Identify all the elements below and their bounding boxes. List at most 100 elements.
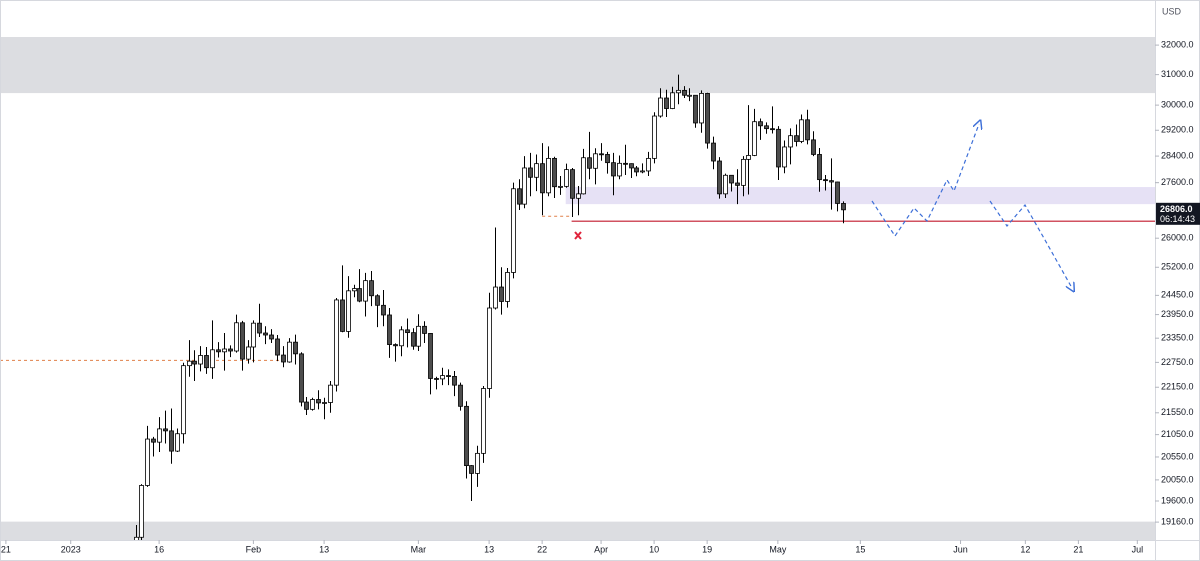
candle-body [540, 163, 545, 194]
x-tick-label: 13 [319, 544, 329, 554]
candle-body [234, 322, 239, 352]
candle-body [163, 428, 168, 432]
candle-body [711, 142, 716, 162]
y-tick-label: 29200.0 [1161, 125, 1194, 135]
axes: 32000.0 31000.0 30000.0 29200.0 28400.0 27600… [1, 39, 1200, 554]
candle-body [811, 139, 816, 155]
x-tick-label: Jul [1132, 544, 1144, 554]
candle-body [322, 402, 327, 404]
x-tick-label: 19 [702, 544, 712, 554]
candle-body [799, 119, 804, 142]
candle-body [758, 121, 763, 127]
candle-body [499, 286, 504, 302]
currency-label: USD [1162, 6, 1182, 16]
candle-body [240, 322, 245, 360]
x-tick-label: 22 [537, 544, 547, 554]
candle-body [705, 93, 710, 144]
candle-body [375, 295, 380, 306]
candle-body [181, 365, 186, 435]
candle-body [794, 135, 799, 142]
candle-body [576, 193, 581, 199]
candle-body [623, 162, 628, 165]
candle-body [835, 181, 840, 204]
candle-body [558, 185, 563, 188]
candle-body [428, 333, 433, 379]
candle-body [369, 280, 374, 297]
y-tick-label: 20050.0 [1161, 474, 1194, 484]
candle-body [216, 349, 221, 353]
x-tick-label: 15 [855, 544, 865, 554]
zone [565, 187, 1155, 205]
y-tick-label: 22750.0 [1161, 357, 1194, 367]
candle-body [605, 154, 610, 164]
last-price-label: 26806.0 [1160, 204, 1193, 214]
candle-body [458, 384, 463, 407]
x-tick-label: 16 [154, 544, 164, 554]
candle-body [192, 360, 197, 365]
x-tick-label: 2023 [61, 544, 81, 554]
candle-body [617, 162, 622, 177]
candle-body [528, 167, 533, 178]
candle-body [752, 121, 757, 156]
candle-body [422, 325, 427, 334]
candle-body [464, 405, 469, 467]
candle-body [570, 169, 575, 199]
y-tick-label: 21050.0 [1161, 429, 1194, 439]
candle-body [564, 169, 569, 187]
candle-body [145, 438, 150, 486]
candle-body [646, 157, 651, 172]
candle-body [723, 174, 728, 195]
candle-body [487, 307, 492, 389]
candle-body [210, 349, 215, 369]
candle-body [352, 288, 357, 292]
candle-body [357, 288, 362, 302]
candle-body [334, 299, 339, 386]
candle-body [228, 348, 233, 352]
y-tick-label: 30000.0 [1161, 99, 1194, 109]
candle-body [611, 162, 616, 177]
candle-body [387, 314, 392, 345]
y-tick-label: 23350.0 [1161, 333, 1194, 343]
x-tick-label: Mar [411, 544, 427, 554]
x-tick-label: Apr [594, 544, 608, 554]
candle-body [299, 353, 304, 403]
candle-body [593, 153, 598, 169]
candle-body [776, 128, 781, 168]
candle-body [687, 94, 692, 97]
candle-body [693, 94, 698, 124]
projection-path [871, 124, 979, 238]
y-tick-label: 19600.0 [1161, 495, 1194, 505]
candle-body [310, 399, 315, 410]
candle-body [346, 290, 351, 332]
candle-body [481, 388, 486, 454]
candle-body [275, 338, 280, 356]
candle-body [841, 203, 846, 211]
candle-body [676, 89, 681, 94]
candle-body [340, 299, 345, 332]
candle-body [746, 155, 751, 160]
candle-body [829, 180, 834, 183]
candle-body [729, 174, 734, 184]
candle-body [281, 354, 286, 363]
candle-body [587, 157, 592, 169]
candle-body [717, 160, 722, 195]
candle-body [469, 465, 474, 474]
candle-body [446, 375, 451, 377]
y-tick-label: 22150.0 [1161, 382, 1194, 392]
x-tick-label: 10 [649, 544, 659, 554]
candle-body [505, 272, 510, 302]
projection-path [989, 200, 1072, 288]
candle-body [263, 332, 268, 336]
y-tick-label: 26000.0 [1161, 233, 1194, 243]
x-tick-label: 21 [1, 544, 11, 554]
candle-body [475, 452, 480, 474]
x-tick-label: 21 [1073, 544, 1083, 554]
candle-body [629, 163, 634, 169]
candle-body [682, 89, 687, 96]
candle-body [805, 119, 810, 141]
candle-body [151, 438, 156, 443]
candle-body [293, 341, 298, 355]
candle-body [363, 280, 368, 302]
